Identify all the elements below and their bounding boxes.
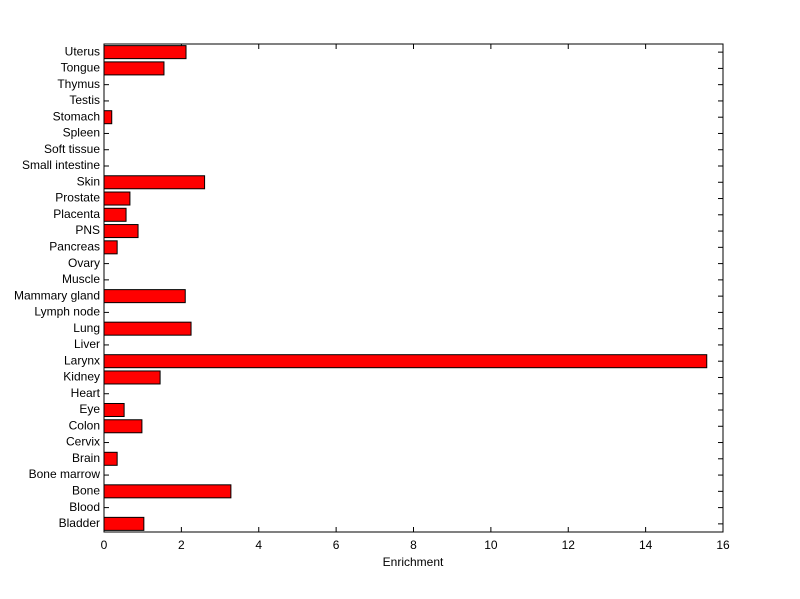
y-tick-label: Soft tissue xyxy=(44,142,100,156)
x-tick-label: 0 xyxy=(101,538,108,552)
y-tick-label: Prostate xyxy=(55,191,100,205)
bar xyxy=(103,207,127,222)
x-tick-label: 16 xyxy=(716,538,730,552)
y-tick-label: Pancreas xyxy=(49,240,100,254)
y-tick-label: Lymph node xyxy=(34,305,100,319)
y-tick-label: Testis xyxy=(69,93,100,107)
y-tick-label: Blood xyxy=(69,500,100,514)
y-tick-label: Skin xyxy=(77,174,100,188)
bar xyxy=(103,484,232,499)
x-tick-label: 6 xyxy=(333,538,340,552)
bar xyxy=(103,451,118,466)
y-tick-label: Eye xyxy=(79,402,100,416)
bar xyxy=(103,175,206,190)
y-tick-label: Thymus xyxy=(57,77,100,91)
bar xyxy=(103,224,139,239)
y-tick-label: Stomach xyxy=(53,109,100,123)
y-tick-label: Liver xyxy=(74,337,100,351)
x-tick-label: 10 xyxy=(484,538,498,552)
x-tick-label: 14 xyxy=(639,538,653,552)
x-tick-label: 12 xyxy=(562,538,576,552)
y-tick-label: Ovary xyxy=(68,256,100,270)
bar xyxy=(103,191,131,206)
bar xyxy=(103,370,161,385)
x-tick-label: 2 xyxy=(178,538,185,552)
y-tick-label: Bone marrow xyxy=(29,467,101,481)
bar xyxy=(103,45,187,60)
y-tick-label: PNS xyxy=(75,223,100,237)
y-tick-label: Heart xyxy=(71,386,101,400)
y-tick-label: Lung xyxy=(73,321,100,335)
axes-box xyxy=(103,43,724,533)
y-tick-label: Mammary gland xyxy=(14,288,100,302)
bar xyxy=(103,240,118,255)
y-tick-label: Bone xyxy=(72,484,100,498)
bar xyxy=(103,110,113,125)
y-tick-label: Small intestine xyxy=(22,158,100,172)
bar xyxy=(103,354,708,369)
bar xyxy=(103,402,125,418)
y-tick-label: Uterus xyxy=(65,44,100,58)
y-tick-label: Spleen xyxy=(63,126,100,140)
y-tick-label: Kidney xyxy=(63,370,100,384)
bar xyxy=(103,419,143,434)
y-tick-label: Brain xyxy=(72,451,100,465)
bar xyxy=(103,289,186,304)
x-axis-label: Enrichment xyxy=(383,555,444,569)
y-tick-label: Cervix xyxy=(66,435,100,449)
y-tick-label: Muscle xyxy=(62,272,100,286)
y-tick-label: Bladder xyxy=(59,516,100,530)
bar xyxy=(103,516,145,531)
x-tick-label: 4 xyxy=(255,538,262,552)
y-tick-label: Larynx xyxy=(64,353,100,367)
bar xyxy=(103,61,165,76)
x-tick-label: 8 xyxy=(410,538,417,552)
bar xyxy=(103,321,192,336)
y-tick-label: Placenta xyxy=(53,207,100,221)
y-tick-label: Tongue xyxy=(61,61,101,75)
y-tick-label: Colon xyxy=(69,418,100,432)
